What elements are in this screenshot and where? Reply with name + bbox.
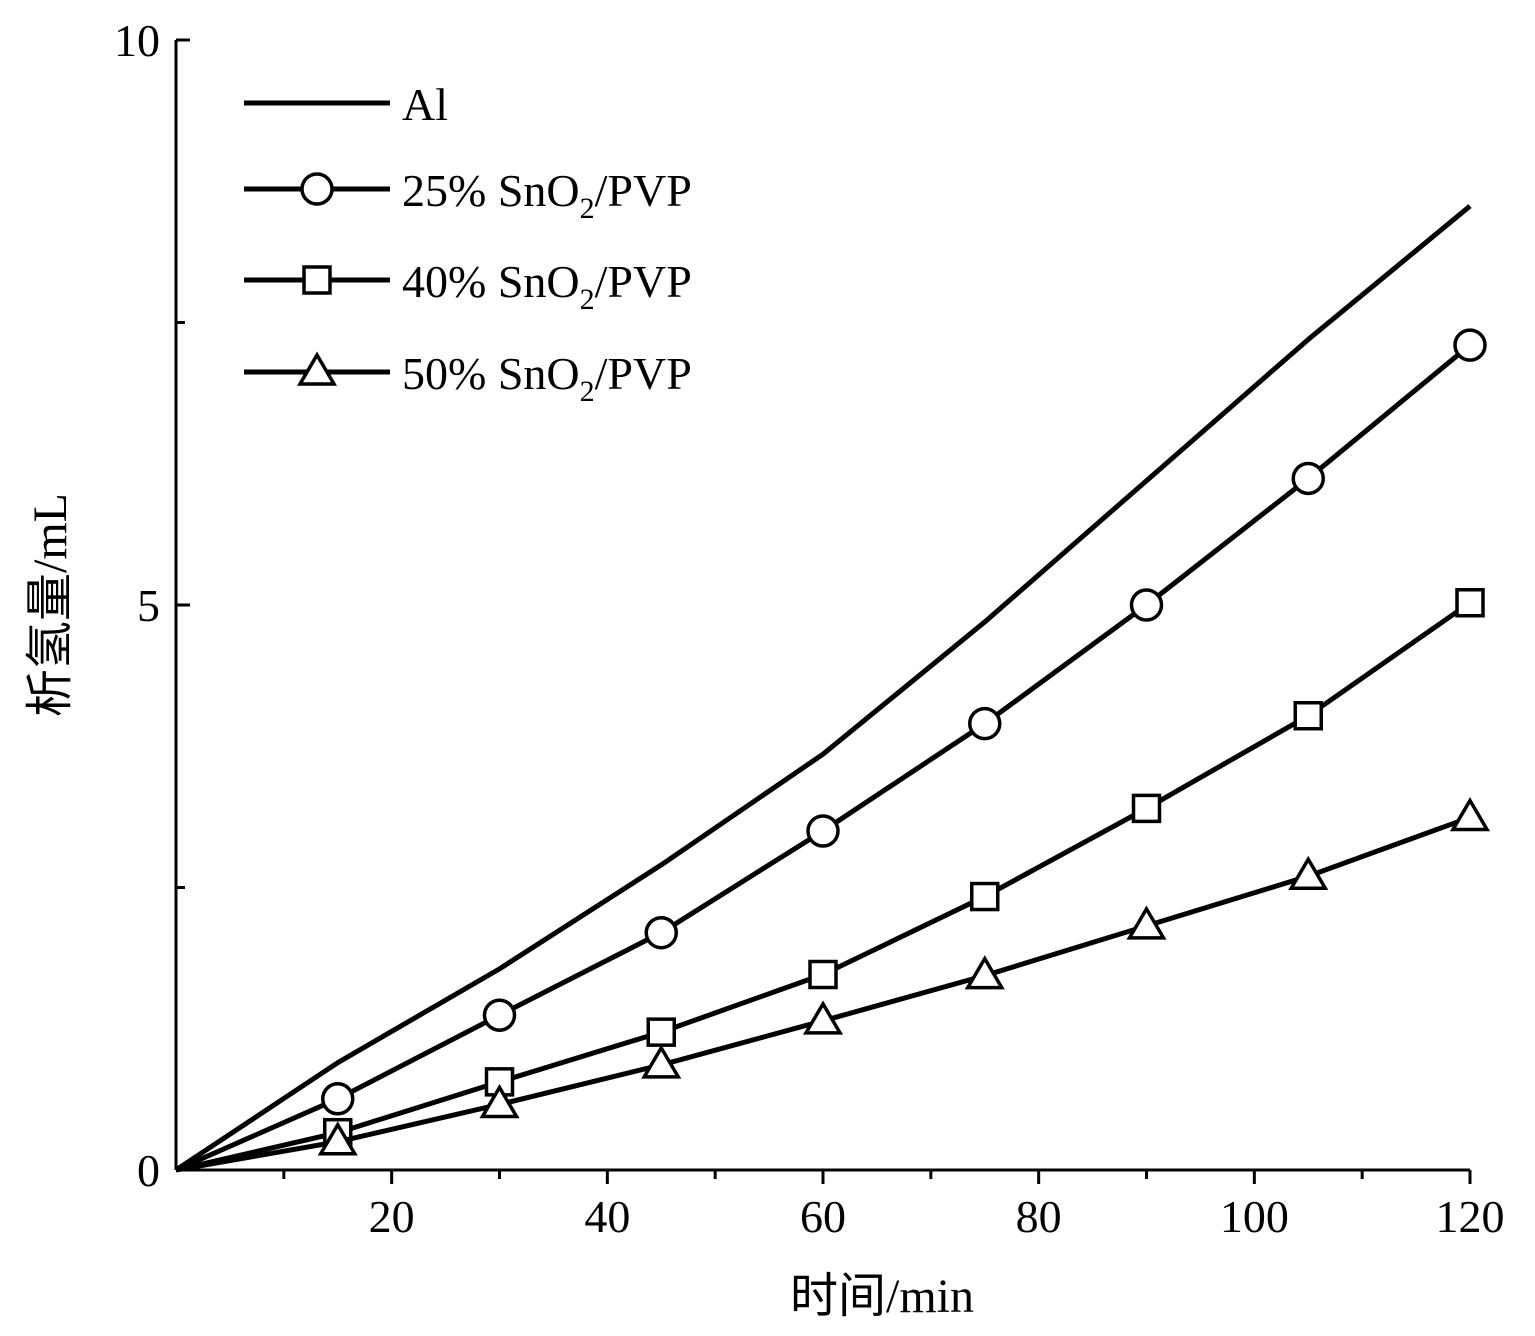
y-tick-label: 10 — [114, 15, 160, 66]
legend: Al 25% SnO2/PVP 40% SnO2/PVP 50% SnO2/PVP — [244, 79, 692, 408]
y-tick-label: 5 — [137, 580, 160, 631]
ticks: 20 40 60 80 100 120 0 5 10 — [114, 15, 1505, 1242]
triangle-marker — [641, 1044, 682, 1079]
circle-marker — [321, 1082, 355, 1116]
legend-entry: 40% SnO2/PVP — [244, 256, 692, 316]
series-square — [175, 587, 1485, 1173]
triangle-marker — [296, 351, 338, 386]
x-tick-label: 120 — [1436, 1191, 1505, 1242]
series-circle — [174, 328, 1487, 1173]
circle-marker — [300, 172, 334, 206]
legend-label: 25% SnO2/PVP — [402, 165, 692, 225]
legend-label: 40% SnO2/PVP — [402, 256, 692, 316]
triangle-marker — [964, 955, 1005, 990]
y-tick-label: 0 — [137, 1145, 160, 1196]
x-tick-label: 100 — [1220, 1191, 1289, 1242]
plot-series — [174, 204, 1491, 1173]
circle-marker — [806, 814, 840, 848]
legend-label: 50% SnO2/PVP — [402, 348, 692, 408]
square-marker — [646, 1017, 676, 1047]
triangle-marker — [802, 1000, 844, 1035]
x-tick-label: 60 — [800, 1191, 846, 1242]
legend-entry: 25% SnO2/PVP — [244, 165, 692, 225]
legend-entry: 50% SnO2/PVP — [244, 348, 692, 408]
circle-marker — [968, 706, 1002, 741]
square-marker — [808, 959, 838, 990]
legend-entry: Al — [244, 79, 448, 130]
series-line — [175, 815, 1471, 1173]
square-marker — [1293, 700, 1323, 731]
x-tick-label: 20 — [369, 1191, 415, 1242]
x-tick-label: 80 — [1016, 1191, 1062, 1242]
triangle-marker — [1449, 796, 1491, 832]
series-line — [174, 204, 1472, 1173]
triangle-marker — [317, 1121, 358, 1156]
legend-label: Al — [402, 79, 448, 130]
x-tick-label: 40 — [584, 1191, 630, 1242]
circle-marker — [644, 915, 678, 950]
triangle-marker — [1288, 855, 1329, 890]
square-marker — [970, 881, 1000, 912]
circle-marker — [1129, 588, 1164, 622]
triangle-marker — [1126, 905, 1167, 940]
circle-marker — [482, 998, 517, 1032]
square-marker — [1131, 793, 1162, 824]
circle-marker — [1453, 328, 1487, 362]
y-axis-title: 析氢量/mL — [24, 493, 77, 717]
series-none — [174, 204, 1472, 1173]
triangle-marker — [479, 1083, 520, 1119]
square-marker — [1455, 587, 1485, 618]
series-triangle — [175, 796, 1491, 1173]
circle-marker — [1291, 461, 1325, 496]
x-axis-title: 时间/min — [790, 1270, 974, 1323]
square-marker — [302, 265, 332, 295]
